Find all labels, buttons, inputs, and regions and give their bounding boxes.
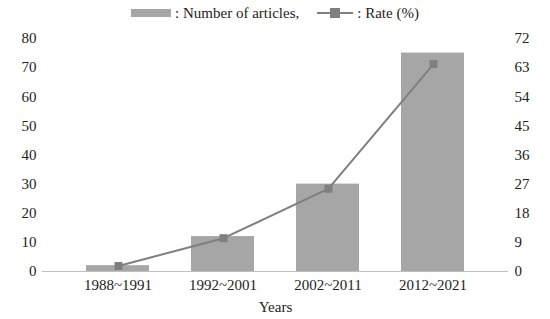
svg-text:1988~1991: 1988~1991 (84, 277, 152, 293)
svg-text:0: 0 (29, 263, 37, 279)
svg-text:63: 63 (515, 59, 530, 75)
svg-text:27: 27 (515, 176, 531, 192)
svg-text:30: 30 (22, 176, 37, 192)
svg-text:0: 0 (515, 263, 523, 279)
svg-text:45: 45 (515, 118, 530, 134)
svg-text:40: 40 (22, 147, 37, 163)
svg-text:70: 70 (22, 59, 37, 75)
svg-text:18: 18 (515, 205, 530, 221)
svg-text:10: 10 (22, 234, 37, 250)
svg-text:Years: Years (259, 299, 293, 315)
svg-text:2012~2021: 2012~2021 (399, 277, 467, 293)
svg-text:50: 50 (22, 118, 37, 134)
html-text:: Rate (%): : Rate (%) (357, 4, 419, 21)
svg-text:54: 54 (515, 89, 531, 105)
svg-text:1992~2001: 1992~2001 (189, 277, 257, 293)
svg-text:36: 36 (515, 147, 531, 163)
html-text:: Number of articles,: : Number of articles, (175, 4, 300, 21)
svg-text:20: 20 (22, 205, 37, 221)
svg-text:72: 72 (515, 30, 530, 46)
svg-text:80: 80 (22, 30, 37, 46)
svg-text:2002~2011: 2002~2011 (294, 277, 362, 293)
svg-text:60: 60 (22, 89, 37, 105)
svg-text:9: 9 (515, 234, 523, 250)
